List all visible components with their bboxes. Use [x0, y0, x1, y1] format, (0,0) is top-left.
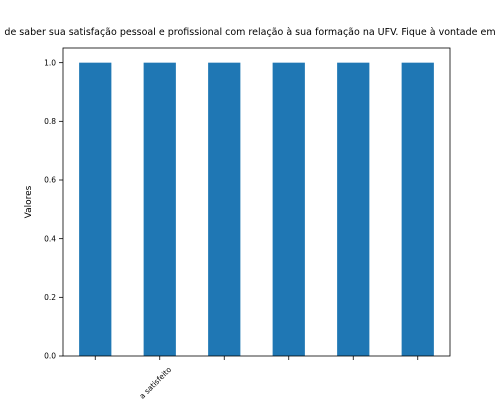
bar-3	[208, 63, 240, 356]
bar-6	[402, 63, 434, 356]
plot-frame	[63, 48, 450, 356]
y-axis-label: Valores	[24, 185, 34, 218]
y-tick-label: 1.0	[44, 58, 56, 67]
bars-layer	[79, 63, 434, 356]
x-tick-label: a satisfeito	[138, 365, 174, 400]
y-tick-label: 0.8	[44, 117, 56, 126]
bar-4	[273, 63, 305, 356]
y-tick-label: 0.0	[44, 352, 56, 361]
y-tick-label: 0.2	[44, 293, 56, 302]
y-tick-label: 0.4	[44, 234, 56, 243]
bar-5	[337, 63, 369, 356]
bar-2	[144, 63, 176, 356]
bar-1	[79, 63, 111, 356]
y-tick-label: 0.6	[44, 176, 56, 185]
